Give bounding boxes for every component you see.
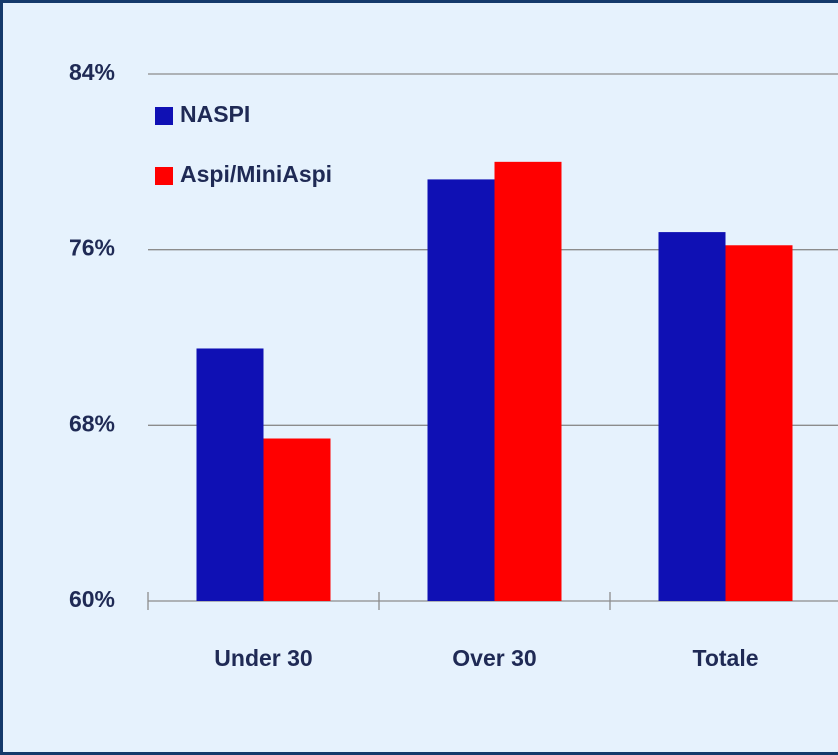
bar [263,438,331,601]
y-tick-label: 68% [69,410,115,436]
legend-swatch [155,167,173,185]
legend-swatch [155,107,173,125]
bar [725,245,793,601]
y-tick-label: 76% [69,235,115,261]
x-tick-label: Over 30 [452,645,536,671]
bar [658,232,726,601]
legend-label: NASPI [180,101,250,127]
bar [196,348,264,601]
x-tick-label: Under 30 [214,645,312,671]
bar [494,161,562,602]
y-tick-label: 60% [69,586,115,612]
legend-label: Aspi/MiniAspi [180,161,332,187]
x-tick-label: Totale [692,645,758,671]
y-tick-label: 84% [69,59,115,85]
bar [427,179,495,601]
